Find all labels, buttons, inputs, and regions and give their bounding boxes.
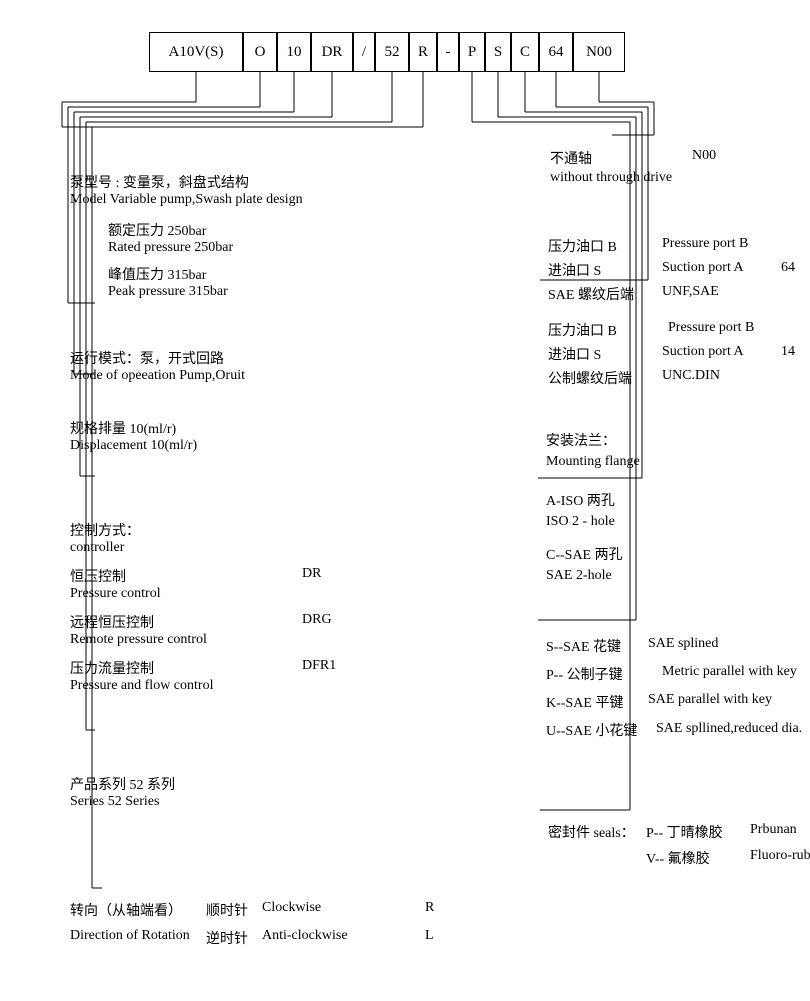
label-16: 压力油口 B [548,320,617,340]
label-4: Model Variable pump,Swash plate design [70,192,303,208]
label-23: 运行模式：泵，开式回路 [70,348,224,368]
label-14: SAE 螺纹后端 [548,284,634,304]
label-41: 压力流量控制 [70,658,154,678]
label-46: P-- 公制子键 [546,664,623,684]
label-47: Metric parallel with key [662,664,797,680]
label-12: Suction port A [662,260,744,276]
label-48: K--SAE 平键 [546,692,623,712]
code-cell-c12: N00 [573,32,625,72]
label-11: 进油口 S [548,260,601,280]
label-9: 压力油口 B [548,236,617,256]
label-55: P-- 丁晴橡胶 [646,822,723,842]
label-21: 公制螺纹后端 [548,368,632,388]
label-3: 泵型号 : 变量泵，斜盘式结构 [70,172,249,192]
label-60: 顺时针 [206,900,248,920]
label-56: Prbunan [750,822,797,838]
label-17: Pressure port B [668,320,754,336]
label-37: Pressure control [70,586,161,602]
code-cell-c1: O [243,32,277,72]
label-2: without through drive [550,170,672,186]
label-7: 峰值压力 315bar [108,264,206,284]
label-63: Direction of Rotation [70,928,190,944]
code-cell-c2: 10 [277,32,311,72]
label-38: 远程恒压控制 [70,612,154,632]
label-22: UNC.DIN [662,368,720,384]
label-6: Rated pressure 250bar [108,240,233,256]
label-30: SAE 2-hole [546,568,612,584]
label-65: Anti-clockwise [262,928,348,944]
label-28: ISO 2 - hole [546,514,615,530]
label-62: R [425,900,434,916]
code-cell-c5: 52 [375,32,409,72]
label-15: UNF,SAE [662,284,719,300]
label-10: Pressure port B [662,236,748,252]
label-34: controller [70,540,124,556]
code-cell-c9: S [485,32,511,72]
code-cell-c6: R [409,32,437,72]
label-26: Mounting flange [546,454,640,470]
label-53: Series 52 Series [70,794,159,810]
code-cell-c0: A10V(S) [149,32,243,72]
label-44: S--SAE 花键 [546,636,621,656]
label-49: SAE parallel with key [648,692,772,708]
label-1: N00 [692,148,716,164]
code-cell-c4: / [353,32,375,72]
label-61: Clockwise [262,900,321,916]
label-18: 进油口 S [548,344,601,364]
label-8: Peak pressure 315bar [108,284,228,300]
code-cell-c7: - [437,32,459,72]
label-19: Suction port A [662,344,744,360]
label-0: 不通轴 [550,148,592,168]
label-27: A-ISO 两孔 [546,490,615,510]
label-58: Fluoro-ruber [750,848,810,864]
code-cell-c11: 64 [539,32,573,72]
label-20: 14 [781,344,795,360]
label-64: 逆时针 [206,928,248,948]
label-29: C--SAE 两孔 [546,544,623,564]
label-33: 控制方式： [70,520,140,540]
label-35: 恒压控制 [70,566,126,586]
label-54: 密封件 seals： [548,822,635,842]
code-cell-c10: C [511,32,539,72]
label-50: U--SAE 小花键 [546,720,637,740]
code-cell-c8: P [459,32,485,72]
label-52: 产品系列 52 系列 [70,774,175,794]
label-13: 64 [781,260,795,276]
label-57: V-- 氟橡胶 [646,848,710,868]
label-51: SAE spllined,reduced dia. [656,721,802,737]
label-25: 安装法兰： [546,430,616,450]
label-42: DFR1 [302,658,336,674]
label-39: DRG [302,612,332,628]
label-59: 转向（从轴端看） [70,900,182,920]
label-31: 规格排量 10(ml/r) [70,418,176,438]
label-5: 额定压力 250bar [108,220,206,240]
label-32: Displacement 10(ml/r) [70,438,197,454]
label-43: Pressure and flow control [70,678,213,694]
label-40: Remote pressure control [70,632,207,648]
label-24: Mode of opeeation Pump,Oruit [70,368,245,384]
code-cell-c3: DR [311,32,353,72]
label-66: L [425,928,434,944]
label-36: DR [302,566,321,582]
label-45: SAE splined [648,636,718,652]
